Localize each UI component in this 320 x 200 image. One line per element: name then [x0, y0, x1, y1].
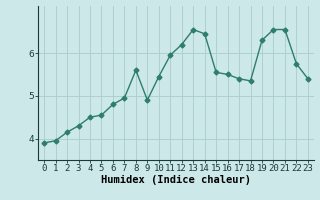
X-axis label: Humidex (Indice chaleur): Humidex (Indice chaleur) [101, 175, 251, 185]
